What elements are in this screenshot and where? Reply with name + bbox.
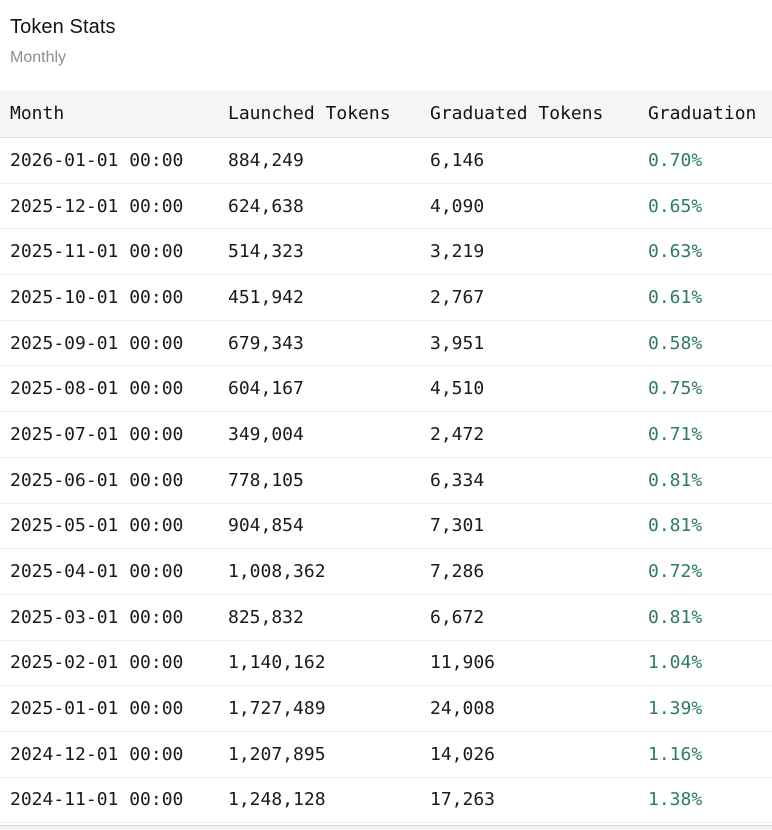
- graduation-rate-cell: 0.81%: [648, 503, 772, 550]
- launched-tokens-cell: 1,248,128: [228, 777, 430, 824]
- graduation-rate-cell: 0.61%: [648, 274, 772, 321]
- month-cell: 2025-02-01 00:00: [0, 640, 228, 687]
- launched-tokens-cell: 1,008,362: [228, 548, 430, 595]
- table-row: 2025-11-01 00:00 514,323 3,219 0.63%: [0, 228, 772, 276]
- graduated-tokens-cell: 24,008: [430, 685, 648, 732]
- graduated-tokens-cell: 4,510: [430, 365, 648, 413]
- token-stats-table: Month Launched Tokens Graduated Tokens G…: [0, 90, 772, 824]
- graduated-tokens-cell: 11,906: [430, 640, 648, 687]
- table-row: 2025-10-01 00:00 451,942 2,767 0.61%: [0, 274, 772, 321]
- month-cell: 2025-06-01 00:00: [0, 457, 228, 504]
- month-cell: 2024-11-01 00:00: [0, 777, 228, 824]
- month-cell: 2024-12-01 00:00: [0, 731, 228, 778]
- launched-tokens-cell: 624,638: [228, 183, 430, 230]
- graduated-tokens-cell: 7,301: [430, 503, 648, 550]
- table-row: 2025-07-01 00:00 349,004 2,472 0.71%: [0, 411, 772, 458]
- graduation-rate-cell: 1.39%: [648, 685, 772, 732]
- table-row: 2025-02-01 00:00 1,140,162 11,906 1.04%: [0, 640, 772, 687]
- table-row: 2025-03-01 00:00 825,832 6,672 0.81%: [0, 594, 772, 641]
- table-row: 2025-04-01 00:00 1,008,362 7,286 0.72%: [0, 548, 772, 595]
- graduated-tokens-cell: 3,219: [430, 228, 648, 276]
- graduation-rate-cell: 0.81%: [648, 594, 772, 641]
- month-cell: 2025-05-01 00:00: [0, 503, 228, 550]
- graduated-tokens-cell: 6,146: [430, 137, 648, 184]
- table-row: 2025-06-01 00:00 778,105 6,334 0.81%: [0, 457, 772, 504]
- graduation-rate-cell: 1.04%: [648, 640, 772, 687]
- graduated-tokens-cell: 3,951: [430, 320, 648, 367]
- period-label: Monthly: [10, 49, 67, 66]
- month-cell: 2025-11-01 00:00: [0, 228, 228, 276]
- graduation-rate-cell: 0.81%: [648, 457, 772, 504]
- graduation-rate-cell: 1.38%: [648, 777, 772, 824]
- graduated-tokens-cell: 6,672: [430, 594, 648, 641]
- column-header-launched-tokens: Launched Tokens: [228, 90, 430, 138]
- column-header-graduation: Graduation: [648, 90, 772, 138]
- month-cell: 2025-03-01 00:00: [0, 594, 228, 641]
- month-cell: 2025-07-01 00:00: [0, 411, 228, 458]
- month-cell: 2025-04-01 00:00: [0, 548, 228, 595]
- graduated-tokens-cell: 2,767: [430, 274, 648, 321]
- launched-tokens-cell: 778,105: [228, 457, 430, 504]
- launched-tokens-cell: 904,854: [228, 503, 430, 550]
- table-header-row: Month Launched Tokens Graduated Tokens G…: [0, 90, 772, 138]
- launched-tokens-cell: 679,343: [228, 320, 430, 367]
- graduation-rate-cell: 0.70%: [648, 137, 772, 184]
- launched-tokens-cell: 1,207,895: [228, 731, 430, 778]
- next-section-edge: [0, 825, 772, 830]
- graduated-tokens-cell: 2,472: [430, 411, 648, 458]
- graduation-rate-cell: 0.71%: [648, 411, 772, 458]
- column-header-graduated-tokens: Graduated Tokens: [430, 90, 648, 138]
- graduated-tokens-cell: 4,090: [430, 183, 648, 230]
- month-cell: 2025-10-01 00:00: [0, 274, 228, 321]
- month-cell: 2026-01-01 00:00: [0, 137, 228, 184]
- launched-tokens-cell: 884,249: [228, 137, 430, 184]
- launched-tokens-cell: 825,832: [228, 594, 430, 641]
- launched-tokens-cell: 604,167: [228, 365, 430, 413]
- launched-tokens-cell: 1,727,489: [228, 685, 430, 732]
- graduated-tokens-cell: 17,263: [430, 777, 648, 824]
- table-body: 2026-01-01 00:00 884,249 6,146 0.70% 202…: [0, 137, 772, 824]
- table-row: 2025-05-01 00:00 904,854 7,301 0.81%: [0, 503, 772, 550]
- table-row: 2025-01-01 00:00 1,727,489 24,008 1.39%: [0, 685, 772, 732]
- graduated-tokens-cell: 7,286: [430, 548, 648, 595]
- graduation-rate-cell: 0.58%: [648, 320, 772, 367]
- graduation-rate-cell: 0.63%: [648, 228, 772, 276]
- launched-tokens-cell: 451,942: [228, 274, 430, 321]
- launched-tokens-cell: 514,323: [228, 228, 430, 276]
- graduated-tokens-cell: 6,334: [430, 457, 648, 504]
- launched-tokens-cell: 349,004: [228, 411, 430, 458]
- graduation-rate-cell: 0.65%: [648, 183, 772, 230]
- table-row: 2026-01-01 00:00 884,249 6,146 0.70%: [0, 137, 772, 184]
- panel-header: Token Stats Monthly: [0, 0, 772, 68]
- graduation-rate-cell: 1.16%: [648, 731, 772, 778]
- month-cell: 2025-08-01 00:00: [0, 365, 228, 413]
- table-row: 2024-12-01 00:00 1,207,895 14,026 1.16%: [0, 731, 772, 778]
- graduation-rate-cell: 0.72%: [648, 548, 772, 595]
- month-cell: 2025-01-01 00:00: [0, 685, 228, 732]
- launched-tokens-cell: 1,140,162: [228, 640, 430, 687]
- table-row: 2025-08-01 00:00 604,167 4,510 0.75%: [0, 365, 772, 413]
- table-row: 2024-11-01 00:00 1,248,128 17,263 1.38%: [0, 777, 772, 824]
- graduated-tokens-cell: 14,026: [430, 731, 648, 778]
- graduation-rate-cell: 0.75%: [648, 365, 772, 413]
- page-title: Token Stats: [10, 16, 116, 38]
- column-header-month: Month: [0, 90, 228, 138]
- table-row: 2025-09-01 00:00 679,343 3,951 0.58%: [0, 320, 772, 367]
- table-row: 2025-12-01 00:00 624,638 4,090 0.65%: [0, 183, 772, 230]
- table-header: Month Launched Tokens Graduated Tokens G…: [0, 90, 772, 138]
- month-cell: 2025-09-01 00:00: [0, 320, 228, 367]
- month-cell: 2025-12-01 00:00: [0, 183, 228, 230]
